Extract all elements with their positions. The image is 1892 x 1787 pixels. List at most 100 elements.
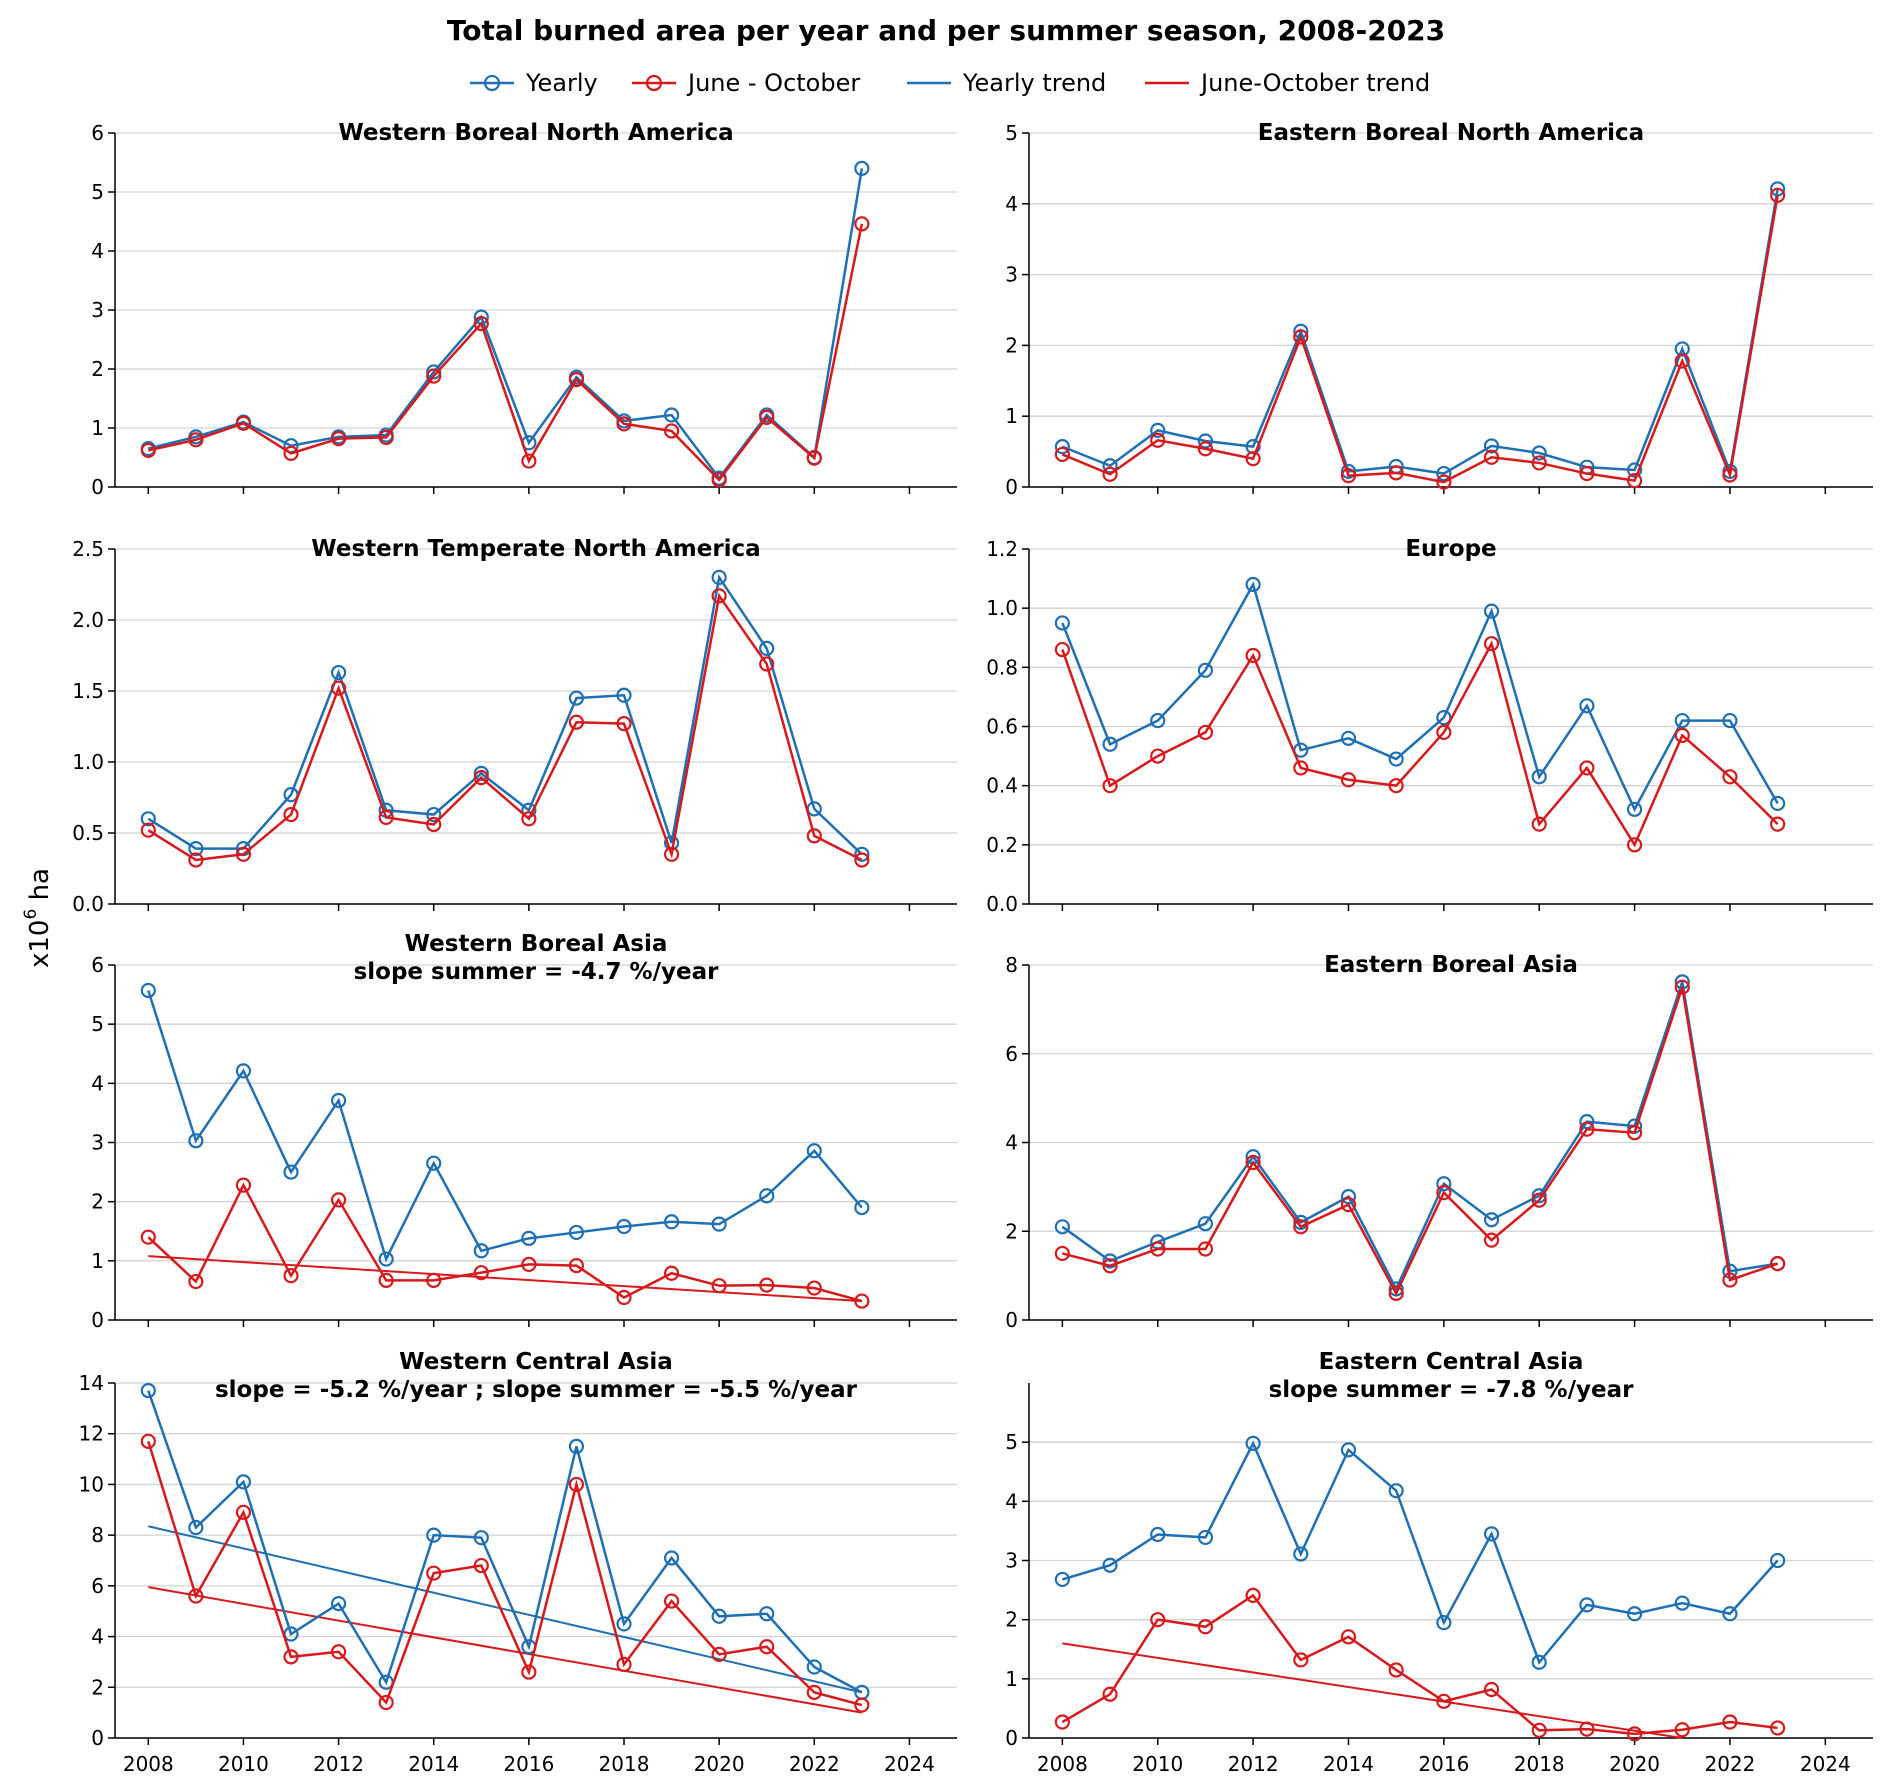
yearly-series-line [1061,188,1779,477]
yearly-point-2008 [1054,615,1070,631]
summer-point-2020 [1626,1125,1643,1141]
yearly-point-2011 [1197,662,1214,678]
panel-subtitle: slope summer = -7.8 %/year [1269,1377,1635,1403]
yearly-point-2014 [426,1155,442,1171]
yearly-point-2017 [1483,438,1500,454]
summer-point-2016 [1436,474,1452,490]
yearly-point-2014 [426,364,442,380]
yearly-point-2008 [1054,439,1070,455]
legend-label: Yearly trend [962,69,1106,97]
summer-point-2018 [1531,455,1547,471]
legend: Yearly June - October Yearly trend June-Oct… [470,69,1430,97]
summer-point-2023 [1770,187,1786,203]
yearly-point-2023 [854,160,870,176]
yearly-point-2012 [1245,1435,1261,1451]
yearly-point-2010 [235,1063,252,1079]
summer-point-2011 [283,806,299,823]
summer-point-2016 [521,453,537,469]
y-tick-label: 2 [91,357,104,381]
y-tick-label: 2 [91,1190,104,1214]
y-tick-label: 1.2 [986,537,1018,561]
yearly-point-2014 [426,1527,442,1543]
yearly-point-2014 [1340,730,1357,746]
y-tick-label: 0.5 [72,821,104,845]
yearly-series-line [1062,1440,1779,1665]
summer-point-2009 [1102,1686,1118,1702]
yearly-series-line [147,1390,863,1694]
yearly-point-2023 [1770,795,1786,812]
summer-point-2019 [1579,1121,1595,1137]
summer-point-2022 [1722,1272,1738,1288]
summer-point-2023 [854,852,870,868]
summer-point-2009 [188,1273,204,1290]
summer-point-2015 [473,770,489,786]
y-tick-label: 6 [1005,1042,1018,1066]
legend-label: June-October trend [1199,69,1430,97]
summer-point-2014 [426,1272,442,1288]
panel-title: Eastern Boreal North America [1258,120,1644,146]
yearly-point-2019 [663,1550,680,1566]
summer-point-2022 [806,450,822,466]
summer-point-2019 [663,846,680,862]
summer-point-2009 [1102,1258,1118,1274]
yearly-point-2015 [1388,751,1404,767]
yearly-point-2013 [378,1251,394,1267]
summer-point-2023 [1770,816,1786,832]
yearly-point-2020 [711,569,727,586]
panel-title: Eastern Central Asia [1319,1349,1584,1375]
y-tick-label: 0.0 [986,892,1018,916]
summer-point-2016 [521,1256,537,1272]
yearly-point-2015 [473,1530,489,1546]
yearly-point-2020 [1626,1606,1643,1622]
y-tick-label: 6 [91,121,104,145]
y-tick-label: 4 [1005,1131,1018,1155]
yearly-point-2008 [1054,1219,1070,1235]
summer-trend-line [1062,1642,1683,1739]
summer-point-2017 [568,714,585,730]
yearly-point-2017 [568,690,585,706]
y-tick-label: 0.0 [72,892,104,916]
legend-marker [645,74,663,92]
summer-point-2016 [521,811,537,827]
summer-point-2021 [759,1639,775,1655]
yearly-point-2017 [1483,1526,1500,1542]
summer-series-line [148,223,864,482]
y-tick-label: 8 [91,1523,104,1547]
yearly-point-2019 [663,1214,680,1230]
summer-point-2008 [1054,446,1070,463]
yearly-point-2021 [759,1606,775,1622]
summer-point-2012 [1245,647,1261,664]
x-tick-label: 2012 [1228,1752,1279,1776]
summer-point-2011 [1197,1619,1214,1635]
yearly-point-2018 [1531,445,1547,461]
x-tick-label: 2022 [789,1752,840,1776]
summer-point-2019 [663,1593,680,1609]
summer-point-2017 [568,1476,585,1493]
summer-series-line [147,592,863,862]
summer-trend-line [148,1255,862,1303]
summer-point-2019 [663,423,680,439]
summer-point-2012 [330,1644,347,1660]
summer-point-2008 [1054,1714,1070,1730]
yearly-point-2010 [1150,1526,1166,1543]
panel-eastern-boreal-asia: 0 2 4 6 8 Eastern Boreal Asia [1005,952,1873,1332]
x-tick-label: 2016 [1418,1752,1469,1776]
yearly-point-2010 [235,1474,252,1490]
yearly-point-2023 [1770,1552,1786,1569]
summer-point-2017 [568,372,585,388]
summer-point-2012 [330,1192,347,1208]
yearly-point-2022 [1722,1606,1738,1622]
y-tick-label: 0 [1005,1308,1018,1332]
panel-eastern-central-asia: 0 1 2 3 4 5 2008 2010 2012 2014 2016 2018 2020 2022 20… [1005,1349,1873,1776]
yearly-point-2012 [330,664,347,681]
summer-point-2017 [1483,1232,1500,1248]
yearly-point-2018 [616,1218,632,1235]
yearly-point-2011 [1197,1216,1214,1232]
summer-point-2013 [378,429,394,446]
summer-point-2023 [854,1697,870,1713]
legend-item: June-October trend [1145,69,1430,97]
x-tick-label: 2020 [694,1752,745,1776]
y-tick-label: 2 [1005,1219,1018,1243]
summer-point-2014 [1340,1197,1357,1213]
